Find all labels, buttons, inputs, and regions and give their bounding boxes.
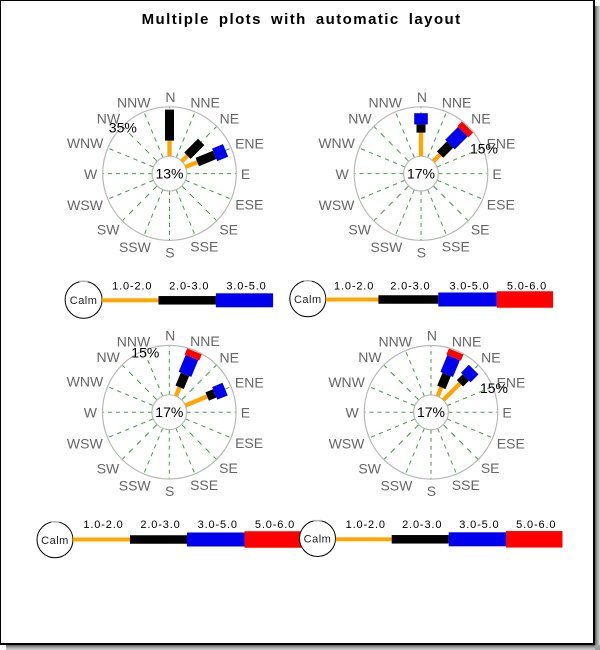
svg-text:S: S: [417, 245, 426, 261]
svg-text:NNE: NNE: [442, 95, 472, 111]
svg-text:Calm: Calm: [70, 295, 98, 307]
svg-text:S: S: [427, 483, 436, 499]
svg-text:N: N: [417, 89, 427, 105]
svg-text:E: E: [492, 166, 501, 182]
svg-text:WNW: WNW: [328, 374, 365, 390]
svg-text:Calm: Calm: [294, 294, 322, 306]
svg-text:ESE: ESE: [497, 435, 525, 451]
svg-text:NNE: NNE: [190, 333, 220, 349]
svg-text:3.0-5.0: 3.0-5.0: [449, 280, 489, 292]
svg-text:2.0-3.0: 2.0-3.0: [169, 280, 209, 292]
svg-text:17%: 17%: [407, 165, 435, 181]
svg-text:S: S: [165, 245, 174, 261]
svg-text:ESE: ESE: [487, 197, 515, 213]
svg-text:NNW: NNW: [368, 95, 402, 111]
svg-text:E: E: [241, 166, 250, 182]
svg-text:E: E: [502, 405, 511, 421]
svg-text:ENE: ENE: [497, 374, 526, 390]
svg-text:SW: SW: [97, 460, 120, 476]
svg-text:17%: 17%: [155, 404, 183, 420]
svg-text:W: W: [335, 166, 349, 182]
svg-text:SSE: SSE: [452, 477, 480, 493]
svg-text:SSE: SSE: [190, 477, 218, 493]
svg-text:NE: NE: [220, 111, 239, 127]
svg-text:SW: SW: [348, 222, 371, 238]
svg-text:WSW: WSW: [67, 197, 104, 213]
svg-text:W: W: [345, 405, 359, 421]
svg-text:WSW: WSW: [329, 436, 366, 452]
svg-text:2.0-3.0: 2.0-3.0: [140, 519, 180, 531]
svg-text:NW: NW: [97, 110, 121, 126]
svg-text:3.0-5.0: 3.0-5.0: [198, 519, 238, 531]
svg-text:NNW: NNW: [378, 333, 412, 349]
svg-text:17%: 17%: [417, 404, 445, 420]
svg-text:ENE: ENE: [487, 136, 516, 152]
svg-text:WSW: WSW: [67, 435, 104, 451]
svg-text:3.0-5.0: 3.0-5.0: [226, 280, 266, 292]
svg-text:WNW: WNW: [318, 135, 355, 151]
svg-text:SSW: SSW: [119, 478, 152, 494]
svg-text:SSE: SSE: [190, 238, 218, 254]
svg-text:SW: SW: [97, 222, 120, 238]
svg-text:NNW: NNW: [117, 333, 151, 349]
svg-text:NNE: NNE: [190, 95, 220, 111]
svg-text:ESE: ESE: [235, 435, 263, 451]
svg-text:ESE: ESE: [235, 197, 263, 213]
svg-text:SE: SE: [219, 460, 238, 476]
svg-text:NNW: NNW: [117, 95, 151, 111]
svg-text:5.0-6.0: 5.0-6.0: [255, 519, 295, 531]
svg-text:NW: NW: [358, 349, 382, 365]
svg-text:5.0-6.0: 5.0-6.0: [507, 280, 547, 292]
svg-text:NE: NE: [481, 349, 500, 365]
svg-text:N: N: [427, 328, 437, 344]
svg-text:15%: 15%: [131, 345, 159, 361]
svg-text:W: W: [84, 405, 98, 421]
svg-text:13%: 13%: [155, 165, 183, 181]
svg-text:NE: NE: [471, 111, 490, 127]
svg-text:N: N: [165, 328, 175, 344]
svg-text:SSE: SSE: [442, 238, 470, 254]
svg-text:NNE: NNE: [452, 333, 482, 349]
svg-text:1.0-2.0: 1.0-2.0: [112, 280, 152, 292]
svg-text:3.0-5.0: 3.0-5.0: [459, 519, 499, 531]
svg-text:SSW: SSW: [380, 478, 413, 494]
svg-text:Calm: Calm: [304, 534, 332, 546]
svg-text:ENE: ENE: [235, 374, 264, 390]
svg-text:WNW: WNW: [67, 374, 104, 390]
svg-text:WSW: WSW: [319, 197, 356, 213]
svg-text:NW: NW: [348, 110, 372, 126]
svg-text:1.0-2.0: 1.0-2.0: [83, 519, 123, 531]
svg-text:SSW: SSW: [370, 239, 403, 255]
svg-text:NW: NW: [97, 349, 121, 365]
svg-text:W: W: [84, 166, 98, 182]
svg-text:E: E: [241, 405, 250, 421]
svg-text:SW: SW: [358, 460, 381, 476]
svg-text:SE: SE: [471, 221, 490, 237]
svg-text:15%: 15%: [480, 380, 508, 396]
svg-text:SE: SE: [481, 460, 500, 476]
svg-text:WNW: WNW: [67, 135, 104, 151]
svg-text:SE: SE: [219, 221, 238, 237]
svg-text:1.0-2.0: 1.0-2.0: [334, 280, 374, 292]
svg-text:N: N: [165, 89, 175, 105]
svg-text:5.0-6.0: 5.0-6.0: [516, 519, 556, 531]
svg-text:2.0-3.0: 2.0-3.0: [390, 280, 430, 292]
svg-text:15%: 15%: [470, 141, 498, 157]
svg-text:S: S: [165, 483, 174, 499]
svg-text:SSW: SSW: [119, 239, 152, 255]
svg-text:NE: NE: [219, 349, 238, 365]
svg-text:35%: 35%: [109, 120, 137, 136]
svg-text:1.0-2.0: 1.0-2.0: [346, 519, 386, 531]
svg-text:ENE: ENE: [235, 136, 264, 152]
svg-text:Calm: Calm: [41, 535, 69, 547]
svg-text:2.0-3.0: 2.0-3.0: [402, 519, 442, 531]
svg-text:Multiple plots with automatic: Multiple plots with automatic layout: [142, 11, 462, 28]
